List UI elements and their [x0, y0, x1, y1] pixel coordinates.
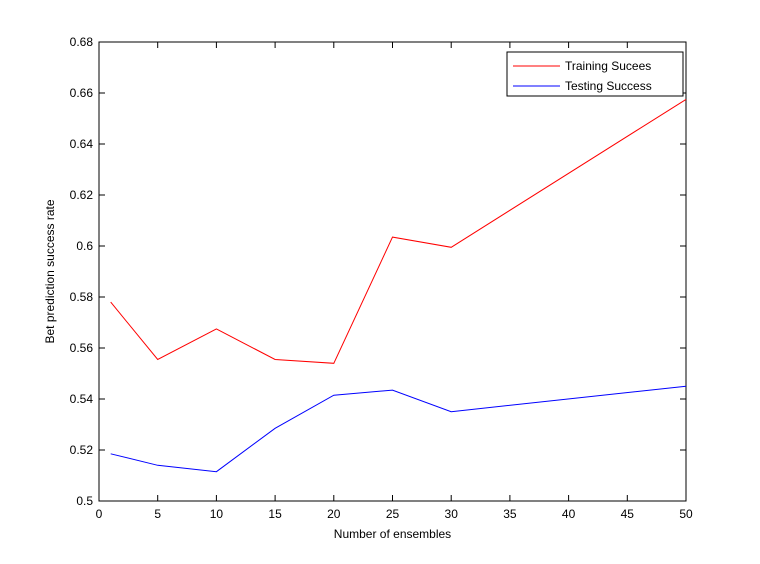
- y-axis-title: Bet prediction success rate: [43, 199, 57, 343]
- y-tick-label: 0.64: [70, 137, 94, 151]
- legend: Training Sucees Testing Success: [506, 51, 684, 97]
- x-tick-label: 5: [154, 507, 161, 521]
- legend-label: Testing Success: [565, 79, 652, 93]
- x-tick-label: 20: [327, 507, 341, 521]
- plot-area: [98, 41, 687, 502]
- y-tick-label: 0.54: [70, 392, 94, 406]
- y-tick-label: 0.68: [70, 35, 94, 49]
- legend-label: Training Sucees: [565, 59, 651, 73]
- x-tick-label: 50: [679, 507, 693, 521]
- x-tick-label: 0: [96, 507, 103, 521]
- x-tick-label: 35: [503, 507, 517, 521]
- y-tick-label: 0.58: [70, 290, 94, 304]
- legend-box: [506, 51, 684, 97]
- x-tick-label: 10: [210, 507, 224, 521]
- x-tick-label: 15: [268, 507, 282, 521]
- x-tick-label: 30: [445, 507, 459, 521]
- y-tick-label: 0.52: [70, 443, 94, 457]
- y-tick-label: 0.62: [70, 188, 94, 202]
- series-line-testing: [110, 385, 687, 473]
- x-axis-title: Number of ensembles: [334, 527, 451, 541]
- x-tick-label: 40: [562, 507, 576, 521]
- series-layer: [110, 98, 687, 473]
- axis-ticks: 0 5 10 15 20 25 30 35 40 45 50 0.5 0.52 0.54 0.56 0.58 0…: [70, 35, 693, 521]
- y-tick-label: 0.6: [76, 239, 93, 253]
- series-line-training: [110, 98, 687, 364]
- y-tick-label: 0.56: [70, 341, 94, 355]
- y-tick-label: 0.5: [76, 494, 93, 508]
- y-tick-label: 0.66: [70, 86, 94, 100]
- x-tick-label: 25: [386, 507, 400, 521]
- x-tick-label: 45: [621, 507, 635, 521]
